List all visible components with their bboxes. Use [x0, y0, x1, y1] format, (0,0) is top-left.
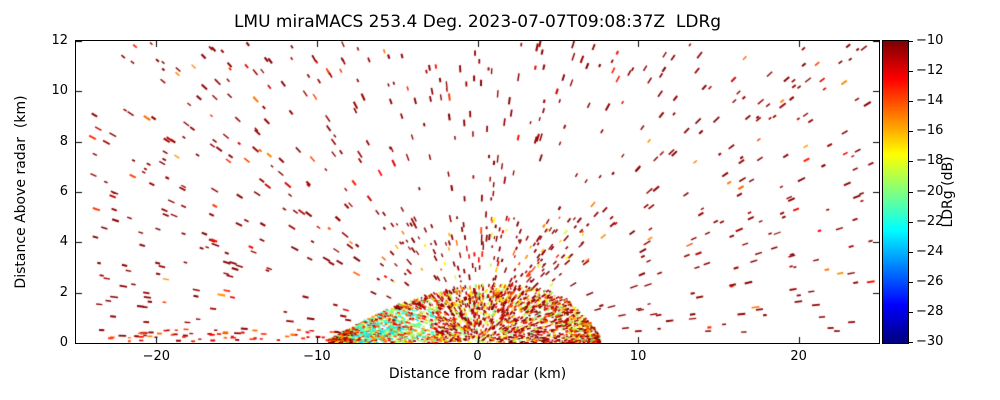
colorbar-tick-mark [909, 41, 913, 42]
y-tick-label: 4 [59, 234, 68, 250]
colorbar-tick-mark [909, 101, 913, 102]
colorbar-tick-label: −20 [916, 183, 944, 199]
colorbar-tick-mark [909, 252, 913, 253]
plot-title: LMU miraMACS 253.4 Deg. 2023-07-07T09:08… [233, 12, 722, 32]
colorbar-tick-label: −30 [916, 334, 944, 349]
y-tick-label: 2 [59, 284, 68, 300]
colorbar-tick-label: −24 [916, 243, 944, 259]
colorbar-tick-mark [909, 282, 913, 283]
colorbar-tick-mark [909, 192, 913, 193]
colorbar-tick-label: −14 [916, 93, 944, 109]
colorbar-tick-label: −22 [916, 213, 944, 229]
colorbar-tick-label: −10 [916, 33, 944, 48]
colorbar-gradient-canvas [883, 41, 908, 343]
x-tick-label: 10 [629, 349, 647, 364]
y-tick-label: 12 [51, 33, 68, 48]
y-tick-label: 10 [51, 83, 68, 99]
colorbar-tick-label: −28 [916, 303, 944, 319]
colorbar-tick-mark [909, 312, 913, 313]
colorbar-tick-label: −16 [916, 123, 944, 139]
colorbar-tick-label: −26 [916, 273, 944, 289]
colorbar-tick-mark [909, 71, 913, 72]
colorbar [882, 40, 909, 344]
plot-area [75, 40, 880, 344]
y-tick-label: 0 [59, 335, 68, 350]
colorbar-label: LDRg (dB) [940, 156, 956, 228]
rhi-scan-canvas [76, 41, 879, 343]
x-tick-label: 0 [473, 349, 482, 364]
colorbar-tick-label: −18 [916, 153, 944, 169]
x-tick-label: 20 [790, 349, 807, 364]
colorbar-tick-mark [909, 131, 913, 132]
x-axis-label: Distance from radar (km) [388, 366, 567, 382]
y-tick-label: 6 [59, 184, 68, 199]
y-tick-label: 8 [59, 133, 68, 149]
colorbar-tick-mark [909, 342, 913, 343]
colorbar-tick-label: −12 [916, 63, 944, 79]
x-tick-label: −10 [303, 349, 331, 364]
colorbar-tick-mark [909, 161, 913, 162]
colorbar-tick-mark [909, 222, 913, 223]
x-tick-label: −20 [142, 349, 171, 364]
